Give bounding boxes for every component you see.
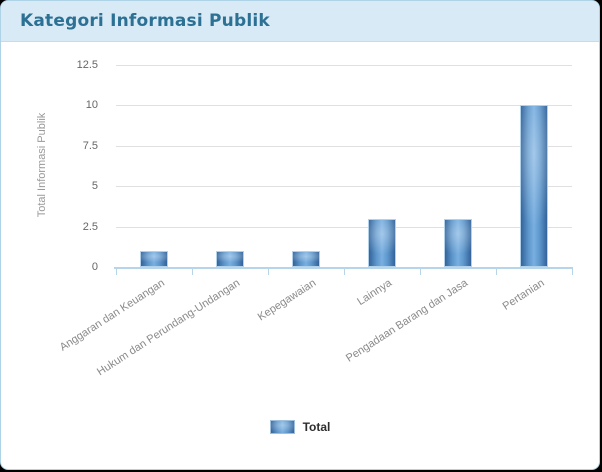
x-axis-tick xyxy=(268,269,269,275)
y-tick-label-2.5: 2.5 xyxy=(82,221,98,233)
gridline-y-10 xyxy=(116,105,572,106)
bar-anggaran-dan-keuangan[interactable] xyxy=(140,251,168,267)
x-tick-label-kepegawaian: Kepegawaian xyxy=(256,277,319,324)
gridline-y-12.5 xyxy=(116,65,572,66)
legend-swatch-total xyxy=(269,420,295,434)
y-tick-label-0: 0 xyxy=(91,261,98,273)
legend-item-total[interactable]: Total xyxy=(269,420,331,434)
bar-pengadaan-barang-dan-jasa[interactable] xyxy=(444,219,472,267)
legend: Total xyxy=(1,420,599,434)
bar-hukum-dan-perundang-undangan[interactable] xyxy=(216,251,244,267)
bar-pertanian[interactable] xyxy=(520,105,548,267)
chart-title: Kategori Informasi Publik xyxy=(20,11,270,31)
x-axis-tick xyxy=(572,269,573,275)
legend-label-total: Total xyxy=(302,420,331,434)
y-axis-title: Total Informasi Publik xyxy=(36,112,48,218)
y-tick-label-12.5: 12.5 xyxy=(76,59,98,71)
y-tick-label-5: 5 xyxy=(91,180,98,192)
x-axis-tick xyxy=(496,269,497,275)
x-tick-label-lainnya: Lainnya xyxy=(355,277,395,309)
x-tick-label-pertanian: Pertanian xyxy=(500,277,547,313)
y-tick-label-7.5: 7.5 xyxy=(82,140,98,152)
gridline-y-2.5 xyxy=(116,227,572,228)
bar-lainnya[interactable] xyxy=(368,219,396,267)
x-axis-line xyxy=(114,267,573,269)
gridline-y-7.5 xyxy=(116,146,572,147)
x-axis-tick xyxy=(344,269,345,275)
gridline-y-5 xyxy=(116,186,572,187)
card-header: Kategori Informasi Publik xyxy=(1,1,599,42)
x-tick-label-hukum-dan-perundang-undangan: Hukum dan Perundang-Undangan xyxy=(95,277,243,379)
x-tick-label-pengadaan-barang-dan-jasa: Pengadaan Barang dan Jasa xyxy=(344,277,471,365)
y-tick-label-10: 10 xyxy=(85,99,98,111)
x-axis-tick xyxy=(420,269,421,275)
x-axis-tick xyxy=(116,269,117,275)
x-axis-tick xyxy=(192,269,193,275)
bar-kepegawaian[interactable] xyxy=(292,251,320,267)
